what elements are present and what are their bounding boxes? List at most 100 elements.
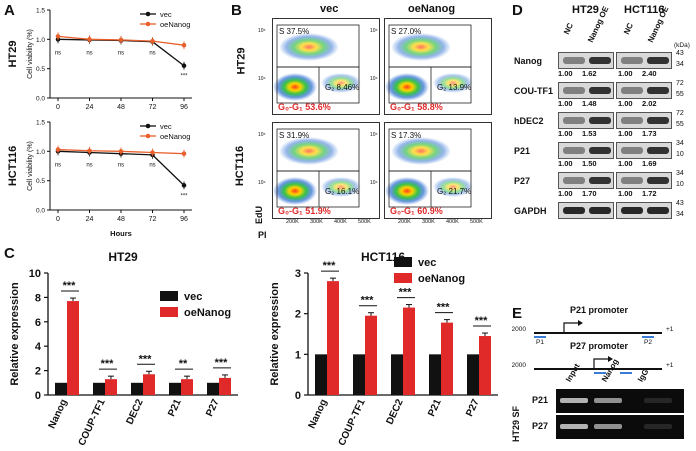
blot-strip (558, 172, 614, 189)
protein-band (563, 57, 585, 64)
x-tick-label: 48 (117, 104, 125, 111)
density-scatter (273, 128, 361, 208)
vec-bar (131, 382, 143, 395)
y-tick-label: 1.5 (36, 120, 45, 127)
category-label: P27 (204, 397, 222, 418)
protein-band (589, 177, 611, 184)
y-axis-label: Cell viability (%) (27, 29, 34, 79)
y-tick-label: 1.0 (36, 149, 45, 156)
quant-value: 1.00 (618, 189, 633, 198)
panel-a-line-charts: HT29 Cell viability (%) 0.0 0.5 1.0 1.5 0 24 48 7… (7, 8, 192, 238)
quant-value: 1.00 (558, 189, 573, 198)
legend-vec-swatch (160, 291, 178, 301)
g0g1-phase-label: G₀-G₁ 53.6% (278, 102, 331, 112)
density-scatter (385, 128, 473, 208)
protein-band (589, 87, 611, 94)
tss-arrow (593, 358, 608, 369)
protein-band (621, 147, 643, 154)
x-tick-label: 96 (180, 104, 188, 111)
vec-bar (169, 382, 181, 395)
col-label-vec: vec (320, 3, 339, 15)
significance-label: ** (179, 358, 188, 370)
x-tick-label: 200K (398, 219, 411, 225)
blot-row-label: Nanog (514, 56, 542, 66)
legend-oe-label: oeNanog (184, 307, 231, 319)
protein-band (563, 177, 585, 184)
significance-label: *** (399, 287, 413, 299)
oe-bar (327, 281, 339, 395)
oe-bar (67, 301, 79, 395)
g-gate (388, 66, 472, 104)
y-tick-label: 8 (35, 292, 41, 304)
tss-arrowhead (608, 356, 613, 362)
dna-band (644, 398, 672, 403)
oe-bar (105, 379, 117, 395)
g2-phase-label: G₂ 13.9% (437, 83, 472, 92)
oe-bar (365, 315, 377, 395)
promoter-diagrams: P21 promoter -2000 +1 P1 P2 P27 promoter -2000… (512, 305, 674, 374)
g-gate (276, 66, 360, 104)
protein-band (589, 57, 611, 64)
quant-value: 1.53 (582, 129, 597, 138)
s-phase-label: S 27.0% (391, 27, 422, 36)
row-label-ht29: HT29 (235, 47, 248, 75)
legend-oe-label: oeNanog (160, 20, 190, 29)
panel-label-c: C (4, 245, 15, 262)
x-tick-label: 400K (334, 219, 347, 225)
y-tick-label: 0 (35, 390, 41, 402)
protein-band (563, 147, 585, 154)
vec-bar (93, 382, 105, 395)
kda-marker: 10 (676, 181, 684, 188)
flow-plot: S 37.5% G₂ 8.46% G₀-G₁ 53.6% (272, 18, 380, 115)
gel-row-label: P27 (532, 421, 549, 431)
category-label: P21 (166, 397, 184, 418)
y-tick-label: 10⁴ (370, 76, 378, 82)
x-axis-label: Hours (110, 229, 132, 238)
g2-cluster (433, 73, 473, 93)
vec-point (181, 63, 187, 69)
blot-row-label: P27 (514, 176, 531, 186)
kda-marker: 34 (676, 140, 684, 147)
legend-vec-marker (145, 123, 151, 129)
blot-row-label: GAPDH (514, 206, 547, 216)
y-tick-label: 10⁵ (258, 132, 266, 138)
blot-row-label: P21 (514, 146, 531, 156)
blot-strip (558, 202, 614, 219)
s-phase-label: S 31.9% (279, 131, 310, 140)
panel-d-western-blot: HT29 HCT116 NC Nanog OE NC Nanog OE (kDa) Nanog… (512, 0, 696, 305)
vec-point (181, 183, 187, 188)
g0-cluster (385, 177, 429, 205)
quant-value: 2.40 (642, 69, 657, 78)
tss-arrowhead (578, 320, 583, 326)
y-tick-label: 10⁵ (370, 28, 378, 34)
x-tick-label: 200K (286, 219, 299, 225)
category-label: DEC2 (124, 397, 145, 426)
oe-point (181, 151, 187, 156)
oe-point (55, 34, 61, 39)
s-cluster (391, 137, 451, 165)
y-tick-label: 10⁴ (258, 76, 266, 82)
blot-strip (616, 112, 672, 129)
protein-band (647, 87, 669, 94)
significance-label: *** (63, 280, 77, 292)
significance-label: *** (180, 74, 188, 80)
protein-band (621, 57, 643, 64)
protein-band (647, 177, 669, 184)
y-tick-label: 0.0 (36, 96, 45, 103)
category-label: Nanog (307, 398, 330, 431)
g0-cluster (385, 73, 429, 101)
y-axis-edu: EdU (254, 206, 264, 224)
oe-bar (143, 374, 155, 395)
y-tick-label: 10⁵ (258, 28, 266, 34)
oe-bar (479, 336, 491, 395)
blot-row-label: hDEC2 (514, 116, 544, 126)
vec-bar (391, 354, 403, 395)
oe-bar (441, 322, 453, 395)
legend-oe-swatch (160, 307, 178, 317)
quant-value: 1.48 (582, 99, 597, 108)
significance-label: ns (55, 50, 61, 56)
y-tick-label: 0.5 (36, 178, 45, 185)
significance-label: ns (86, 162, 92, 168)
legend-oe-label: oeNanog (418, 273, 465, 285)
density-scatter (385, 24, 473, 104)
